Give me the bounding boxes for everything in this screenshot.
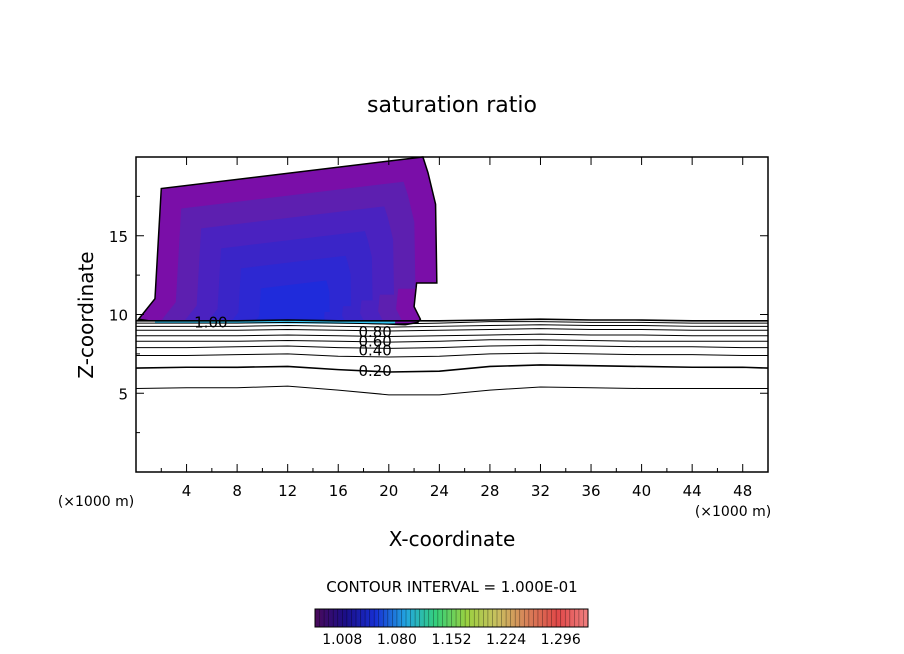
y-tick-label: 5 — [118, 385, 128, 403]
contour-line-0.3 — [136, 352, 768, 358]
contour-label: 1.00 — [194, 313, 227, 331]
colorbar: 1.008 1.080 1.152 1.224 1.296 — [314, 608, 589, 648]
x-unit-right: (×1000 m) — [695, 504, 771, 520]
contour-line-0.6 — [136, 333, 768, 338]
contour-line-0.1 — [135, 385, 768, 396]
contour-line-0.2 — [135, 364, 769, 373]
colorbar-tick-label: 1.152 — [431, 632, 471, 648]
x-unit-left: (×1000 m) — [58, 494, 134, 510]
contour-line-0.5 — [136, 339, 768, 343]
chart-title: saturation ratio — [367, 93, 537, 118]
fill-level-1.2 — [255, 280, 330, 322]
x-tick-label: 8 — [232, 482, 242, 500]
contour-line-0.8 — [136, 324, 768, 328]
contour-labels: 1.00 0.800.600.40 0.20 — [194, 313, 392, 380]
contour-label: 0.60 — [358, 332, 391, 350]
colorbar-tick-label: 1.008 — [322, 632, 362, 648]
colorbar-tick-label: 1.080 — [377, 632, 417, 648]
x-tick-label: 24 — [430, 482, 449, 500]
contour-line-0.4 — [136, 344, 768, 349]
fill-level-1.296 — [154, 320, 396, 324]
colorbar-tick-label: 1.224 — [486, 632, 526, 648]
y-axis-label: Z-coordinate — [74, 251, 98, 378]
x-axis-label: X-coordinate — [389, 527, 516, 551]
contour-label: 0.20 — [358, 362, 391, 380]
x-tick-label: 44 — [683, 482, 702, 500]
y-tick-label: 10 — [109, 307, 128, 325]
x-tick-label: 20 — [379, 482, 398, 500]
x-tick-label: 48 — [733, 482, 752, 500]
contour-interval-text: CONTOUR INTERVAL = 1.000E-01 — [326, 578, 577, 596]
contour-line-0.9 — [136, 321, 768, 325]
y-tick-label: 15 — [109, 228, 128, 246]
x-tick-label: 40 — [632, 482, 651, 500]
x-tick-label: 16 — [329, 482, 348, 500]
x-tick-label: 4 — [182, 482, 192, 500]
x-tick-label: 12 — [278, 482, 297, 500]
plot-area: 1.000.800.600.400.20 4 8 12 16 20 24 28 32 36 40 4… — [109, 156, 769, 500]
x-tick-label: 28 — [480, 482, 499, 500]
supersaturation-fill — [137, 156, 438, 326]
contour-line-1.0 — [136, 318, 768, 322]
contour-line-0.7 — [136, 328, 768, 332]
colorbar-stripes — [319, 609, 584, 627]
colorbar-labels: 1.008 1.080 1.152 1.224 1.296 — [322, 632, 581, 648]
colorbar-tick-label: 1.296 — [541, 632, 581, 648]
contour-label: 0.40 — [358, 342, 391, 360]
x-tick-label: 32 — [531, 482, 550, 500]
x-tick-label: 36 — [581, 482, 600, 500]
contour-label: 0.80 — [358, 323, 391, 341]
contour-lines — [135, 318, 769, 396]
